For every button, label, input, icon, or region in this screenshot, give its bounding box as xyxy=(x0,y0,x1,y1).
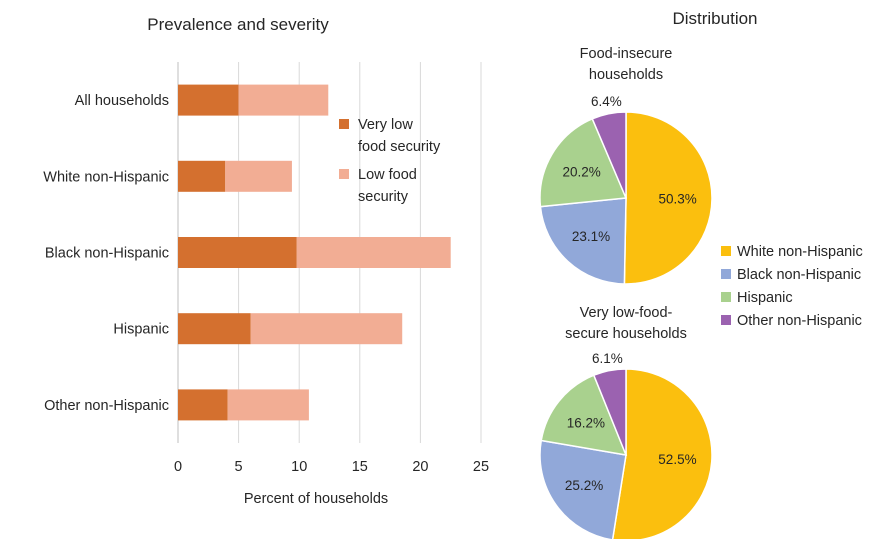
pie-value-label: 52.5% xyxy=(658,452,696,467)
pie-legend-swatch xyxy=(721,292,731,302)
bar-xaxis-label: Percent of households xyxy=(244,491,388,507)
pie-group-title: Distribution xyxy=(672,9,757,28)
pie-value-label: 6.1% xyxy=(592,351,623,366)
x-tick-label: 0 xyxy=(174,459,182,475)
pie-slice xyxy=(539,439,627,539)
bar-chart-title: Prevalence and severity xyxy=(147,15,329,34)
bar-category-labels: All households White non-Hispanic Black no… xyxy=(43,93,169,414)
category-label: Other non-Hispanic xyxy=(44,398,169,414)
bar-low xyxy=(250,313,403,345)
legend-swatch xyxy=(339,169,349,179)
pie-slice xyxy=(539,117,628,208)
category-label: All households xyxy=(75,93,169,109)
bar-series xyxy=(178,84,451,421)
bar-very-low xyxy=(178,313,251,345)
pie-value-label: 25.2% xyxy=(565,478,603,493)
bar-low xyxy=(238,84,329,116)
pie-legend: White non-Hispanic Black non-Hispanic Hisp… xyxy=(721,244,863,329)
x-tick-label: 10 xyxy=(291,459,307,475)
bar-very-low xyxy=(178,84,239,116)
x-tick-label: 15 xyxy=(352,459,368,475)
bar-very-low xyxy=(178,237,297,268)
pie-slice xyxy=(591,111,627,199)
x-tick-label: 5 xyxy=(235,459,243,475)
legend-label: Very low food security xyxy=(358,117,441,155)
legend-label: Low food security xyxy=(358,167,417,205)
pie-slice xyxy=(592,368,627,456)
pie-title: Very low-food-secure households xyxy=(565,305,687,342)
pie-slice xyxy=(611,368,713,539)
pie-value-label: 20.2% xyxy=(562,165,600,180)
pie-legend-swatch xyxy=(721,269,731,279)
pie-value-label: 50.3% xyxy=(658,191,696,206)
pie-chart-very-low-food-secure: Very low-food-secure households 52.5% 25.2… xyxy=(539,305,713,539)
pie-legend-label: Hispanic xyxy=(737,290,793,306)
category-label: Hispanic xyxy=(113,322,169,338)
bar-chart: Prevalence and severity All households Wh… xyxy=(43,15,489,507)
pie-legend-swatch xyxy=(721,315,731,325)
pie-legend-swatch xyxy=(721,246,731,256)
bar-low xyxy=(296,237,451,268)
category-label: Black non-Hispanic xyxy=(45,246,169,262)
pie-value-label: 23.1% xyxy=(572,229,610,244)
pie-slice xyxy=(540,374,628,456)
pie-legend-label: White non-Hispanic xyxy=(737,244,863,260)
pie-title: Food-insecure households xyxy=(580,46,673,83)
pie-chart-food-insecure: Food-insecure households 50.3% 23.1% 20.2% 6.… xyxy=(539,46,713,285)
bar-tick-labels: 0 5 10 15 20 25 xyxy=(174,459,489,475)
pie-value-label: 6.4% xyxy=(591,94,622,109)
x-tick-label: 25 xyxy=(473,459,489,475)
pie-value-label: 16.2% xyxy=(567,416,605,431)
pie-legend-label: Black non-Hispanic xyxy=(737,267,861,283)
pie-slice xyxy=(623,111,713,285)
bar-legend: Very low food security Low food security xyxy=(339,117,441,205)
pie-legend-label: Other non-Hispanic xyxy=(737,313,862,329)
bar-low xyxy=(225,160,292,192)
bar-very-low xyxy=(178,160,226,192)
x-tick-label: 20 xyxy=(412,459,428,475)
bar-very-low xyxy=(178,389,228,421)
legend-swatch xyxy=(339,119,349,129)
bar-low xyxy=(227,389,309,421)
pie-slice xyxy=(539,197,627,285)
category-label: White non-Hispanic xyxy=(43,169,169,185)
